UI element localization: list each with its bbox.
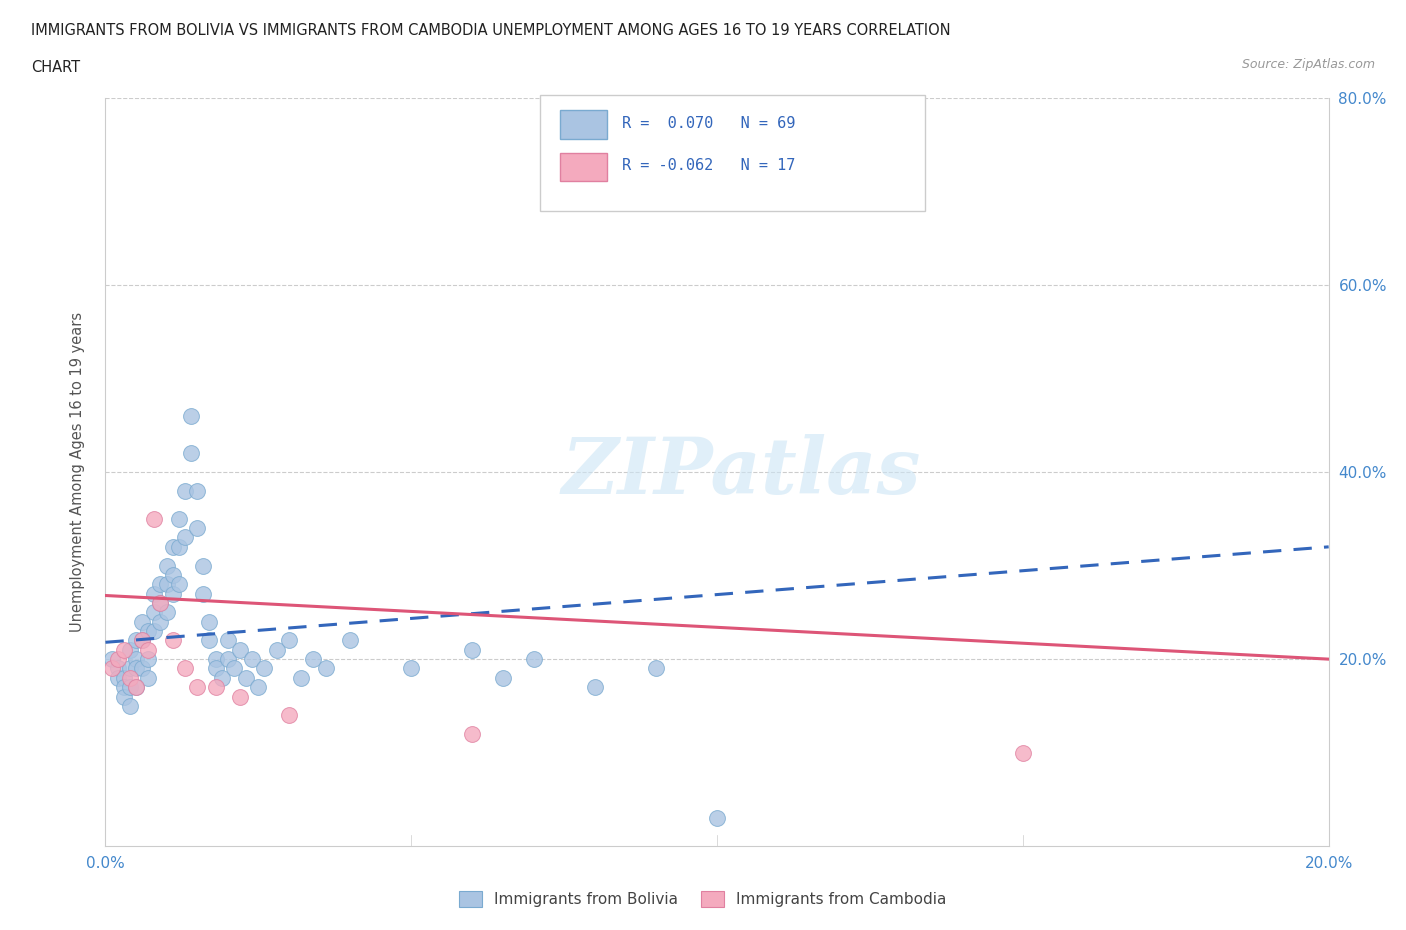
Point (229, 643, 252, 658)
Point (131, 661, 153, 676)
Point (162, 633, 184, 648)
Point (204, 652, 226, 667)
Point (100, 652, 122, 667)
Point (247, 680, 270, 695)
Point (167, 512, 190, 526)
Point (125, 680, 148, 695)
Point (492, 671, 515, 685)
Point (461, 643, 484, 658)
Point (143, 624, 166, 639)
Point (198, 615, 221, 630)
Point (644, 661, 666, 676)
Point (143, 604, 166, 619)
Point (118, 671, 141, 685)
Point (315, 661, 337, 676)
Point (162, 586, 184, 601)
Point (174, 484, 197, 498)
Point (193, 558, 215, 573)
Point (401, 661, 423, 676)
Point (100, 661, 122, 676)
Point (118, 643, 141, 658)
Point (204, 661, 226, 676)
Point (149, 595, 172, 610)
Point (167, 539, 190, 554)
Point (162, 567, 184, 582)
Point (186, 680, 208, 695)
Point (278, 633, 301, 648)
Point (136, 624, 159, 639)
Point (118, 698, 141, 713)
Point (290, 671, 312, 685)
Point (1011, 745, 1033, 760)
Point (174, 530, 197, 545)
Point (278, 708, 301, 723)
Point (302, 652, 325, 667)
Point (136, 671, 159, 685)
Point (253, 661, 276, 676)
Point (143, 586, 166, 601)
Point (222, 661, 245, 676)
Point (229, 689, 252, 704)
Point (583, 680, 606, 695)
Point (149, 595, 172, 610)
Point (112, 643, 135, 658)
Point (149, 615, 172, 630)
Point (461, 726, 484, 741)
Point (180, 408, 202, 423)
Point (193, 586, 215, 601)
Point (125, 661, 148, 676)
Point (240, 652, 263, 667)
Legend: Immigrants from Bolivia, Immigrants from Cambodia: Immigrants from Bolivia, Immigrants from… (453, 884, 953, 913)
Point (217, 633, 239, 648)
Point (125, 680, 148, 695)
Point (131, 633, 153, 648)
Point (266, 643, 288, 658)
Point (235, 671, 257, 685)
Point (180, 445, 202, 460)
Point (131, 633, 153, 648)
Bar (561, 153, 607, 181)
Point (155, 604, 177, 619)
Point (217, 652, 239, 667)
Point (112, 680, 135, 695)
Point (706, 811, 728, 826)
Point (155, 577, 177, 591)
Point (186, 521, 208, 536)
Point (339, 633, 361, 648)
Point (198, 633, 221, 648)
Text: Source: ZipAtlas.com: Source: ZipAtlas.com (1241, 58, 1375, 71)
Point (136, 643, 159, 658)
Point (162, 539, 184, 554)
Point (118, 680, 141, 695)
Text: R = -0.062   N = 17: R = -0.062 N = 17 (621, 157, 794, 173)
Text: R =  0.070   N = 69: R = 0.070 N = 69 (621, 115, 794, 130)
Point (107, 671, 129, 685)
Text: IMMIGRANTS FROM BOLIVIA VS IMMIGRANTS FROM CAMBODIA UNEMPLOYMENT AMONG AGES 16 T: IMMIGRANTS FROM BOLIVIA VS IMMIGRANTS FR… (31, 23, 950, 38)
Bar (561, 111, 607, 139)
Point (125, 633, 148, 648)
Point (174, 661, 197, 676)
Point (118, 661, 141, 676)
Point (107, 652, 129, 667)
Point (211, 671, 233, 685)
Point (136, 652, 159, 667)
Point (112, 689, 135, 704)
Point (523, 652, 546, 667)
Point (107, 661, 129, 676)
Point (186, 484, 208, 498)
Point (155, 558, 177, 573)
FancyBboxPatch shape (540, 96, 925, 211)
Point (131, 615, 153, 630)
Point (112, 671, 135, 685)
Text: ZIPatlas: ZIPatlas (562, 433, 921, 511)
Point (125, 652, 148, 667)
Text: CHART: CHART (31, 60, 80, 75)
Point (167, 577, 190, 591)
Point (204, 680, 226, 695)
Point (149, 577, 172, 591)
Point (143, 512, 166, 526)
Y-axis label: Unemployment Among Ages 16 to 19 years: Unemployment Among Ages 16 to 19 years (70, 312, 84, 632)
